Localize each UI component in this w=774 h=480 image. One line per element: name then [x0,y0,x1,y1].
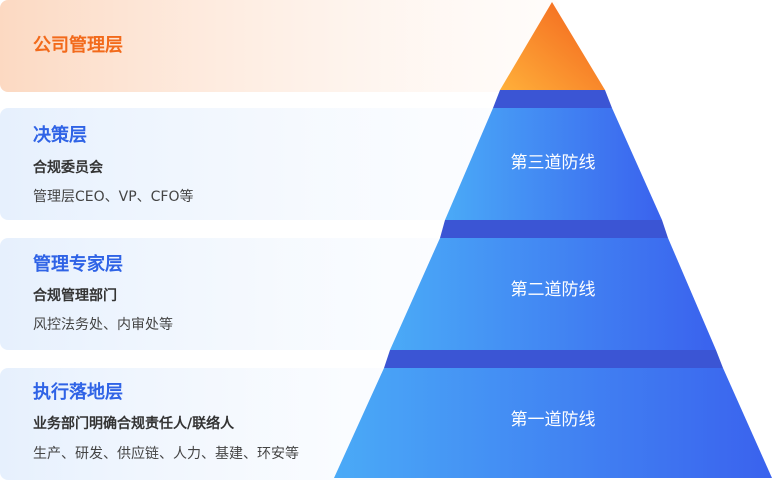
pyramid-top [500,2,605,90]
row-bg [0,238,470,350]
row-bg [0,0,560,92]
top-title: 公司管理层 [33,34,123,56]
pyramid-layer [390,238,716,350]
pyramid-layer [334,368,772,478]
row-bg [0,368,420,480]
pyramid-band [493,90,612,108]
layer-title: 决策层 [33,124,87,146]
layer-description: 生产、研发、供应链、人力、基建、环安等 [33,445,299,462]
pyramid-band [440,220,668,238]
layer-description: 风控法务处、内审处等 [33,316,173,333]
layer-subtitle: 业务部门明确合规责任人/联络人 [33,415,235,432]
row-bg [0,108,520,220]
line-label: 第二道防线 [511,280,596,300]
layer-subtitle: 合规委员会 [33,159,104,176]
pyramid-layer [445,108,662,220]
layer-title: 执行落地层 [33,381,123,403]
layer-description: 管理层CEO、VP、CFO等 [33,188,194,205]
pyramid-band [384,350,723,368]
line-label: 第三道防线 [511,153,596,173]
layer-title: 管理专家层 [33,253,123,275]
line-label: 第一道防线 [511,410,596,430]
layer-subtitle: 合规管理部门 [33,287,117,304]
